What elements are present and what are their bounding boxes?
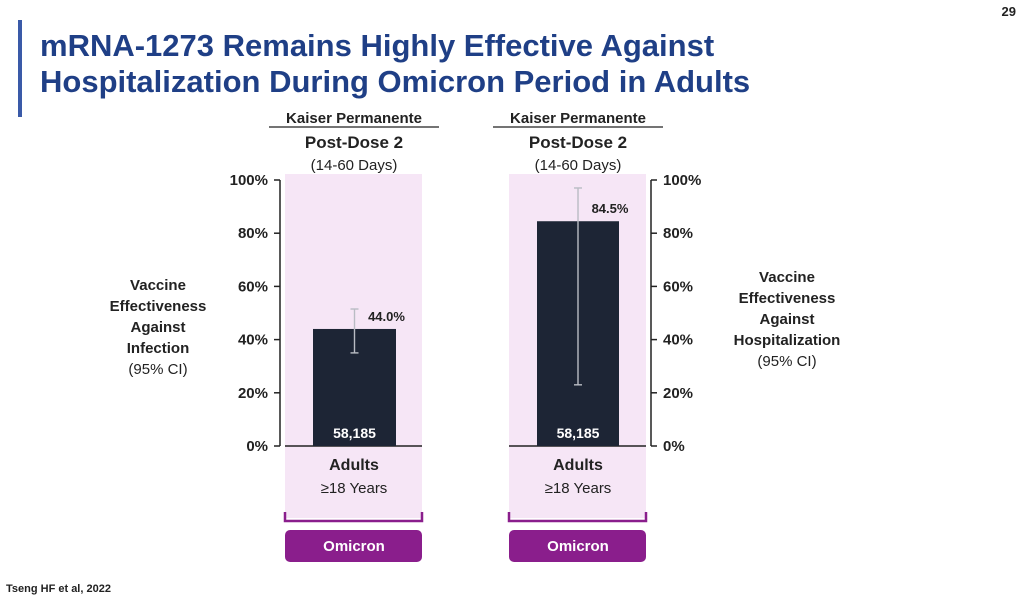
panel-2-period-badge (509, 530, 646, 562)
panel-2-y-tick-label: 40% (663, 332, 693, 349)
panel-1-period-badge (285, 530, 422, 562)
panel-2-y-tick-label: 0% (663, 438, 685, 455)
panel-2-period-bracket (507, 512, 648, 523)
right-axis-title: Vaccine Effectiveness Against Hospitaliz… (733, 269, 841, 349)
left-axis-label: Vaccine Effectiveness Against Infection … (88, 275, 228, 380)
panel-1-y-tick-label: 40% (238, 332, 268, 349)
panel-1-y-tick-label: 20% (238, 385, 268, 402)
panel-1-period-bracket (283, 512, 424, 523)
panel-2-dose-label: Post-Dose 2 (529, 133, 627, 152)
panel-2-category-label: Adults (553, 457, 603, 474)
panel-2-y-tick-label: 60% (663, 278, 693, 295)
title-accent-bar (18, 20, 22, 117)
panel-1-window-label: (14-60 Days) (311, 157, 398, 174)
right-axis-subtitle: (95% CI) (757, 353, 817, 370)
panel-2-value-label: 84.5% (592, 201, 629, 216)
left-axis-title: Vaccine Effectiveness Against Infection (109, 277, 207, 357)
panel-1-source-label: Kaiser Permanente (286, 110, 422, 127)
panel-1-y-tick-label: 60% (238, 278, 268, 295)
panel-2-y-tick-label: 100% (663, 172, 701, 189)
right-axis-label: Vaccine Effectiveness Against Hospitaliz… (712, 267, 862, 372)
panel-1-dose-label: Post-Dose 2 (305, 133, 403, 152)
panel-2-n-label: 58,185 (557, 425, 600, 441)
panel-1-y-tick-label: 80% (238, 225, 268, 242)
panel-1-y-tick-label: 100% (230, 172, 268, 189)
panel-1-value-label: 44.0% (368, 309, 405, 324)
panel-2-y-tick-label: 20% (663, 385, 693, 402)
panel-2-window-label: (14-60 Days) (535, 157, 622, 174)
panel-2-period-label: Omicron (547, 538, 609, 555)
panel-2-source-label: Kaiser Permanente (510, 110, 646, 127)
page-number: 29 (1001, 4, 1016, 19)
panel-2-category-sublabel: ≥18 Years (545, 480, 612, 497)
panel-2-y-tick-label: 80% (663, 225, 693, 242)
panel-1-category-label: Adults (329, 457, 379, 474)
panel-1-y-tick-label: 0% (246, 438, 268, 455)
panel-1-category-sublabel: ≥18 Years (321, 480, 388, 497)
citation-footnote: Tseng HF et al, 2022 (6, 583, 111, 595)
panel-1-n-label: 58,185 (333, 425, 376, 441)
left-axis-subtitle: (95% CI) (128, 361, 188, 378)
slide-title: mRNA-1273 Remains Highly Effective Again… (40, 28, 751, 99)
panel-1-period-label: Omicron (323, 538, 385, 555)
